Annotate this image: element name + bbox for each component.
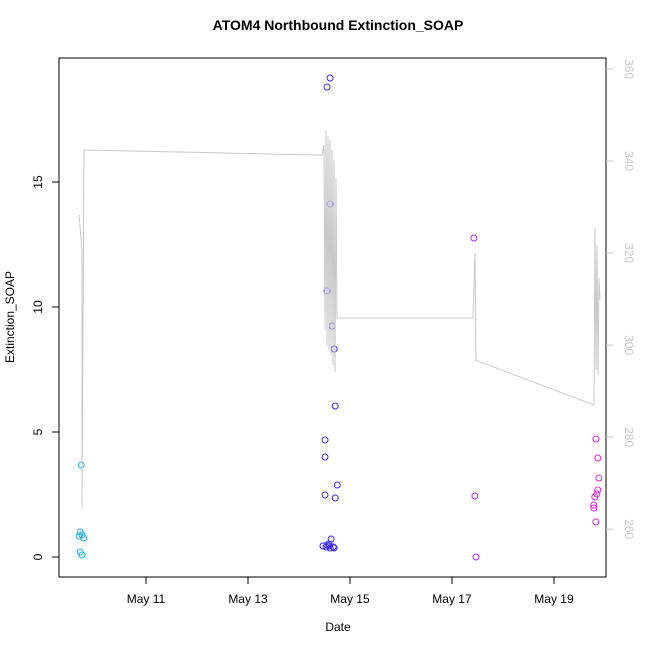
- point: [472, 553, 480, 561]
- point: [329, 543, 337, 551]
- point: [75, 532, 83, 540]
- point: [594, 486, 602, 494]
- point: [330, 544, 338, 552]
- point: [471, 492, 479, 500]
- point: [331, 494, 339, 502]
- x-tick-label: May 15: [330, 592, 370, 606]
- point: [590, 501, 598, 509]
- point: [592, 435, 600, 443]
- point: [322, 543, 330, 551]
- y2-tick-label: 260: [622, 519, 636, 539]
- y2-tick-label: 340: [622, 151, 636, 171]
- x-tick-label: May 17: [432, 592, 472, 606]
- point: [77, 461, 85, 469]
- y2-tick-label: 300: [622, 335, 636, 355]
- chart-title: ATOM4 Northbound Extinction_SOAP: [213, 17, 464, 33]
- point: [321, 436, 329, 444]
- y-tick-label: 5: [31, 428, 45, 435]
- point: [470, 234, 478, 242]
- point: [321, 453, 329, 461]
- y-tick-label: 15: [31, 175, 45, 189]
- x-tick-label: May 19: [534, 592, 574, 606]
- point: [323, 83, 331, 91]
- point: [80, 534, 88, 542]
- point: [590, 504, 598, 512]
- y-tick-label: 10: [31, 300, 45, 314]
- y2-tick-label: 360: [622, 59, 636, 79]
- line: [78, 130, 601, 508]
- y-axis-label: Extinction_SOAP: [3, 271, 17, 363]
- point: [321, 491, 329, 499]
- point: [326, 74, 334, 82]
- x-tick-label: May 11: [127, 592, 166, 606]
- x-tick-label: May 13: [228, 592, 268, 606]
- y2-tick-label: 320: [622, 243, 636, 263]
- point: [595, 474, 603, 482]
- point: [331, 402, 339, 410]
- x-axis-label: Date: [325, 620, 351, 634]
- point: [591, 493, 599, 501]
- point: [594, 454, 602, 462]
- point: [78, 551, 86, 559]
- point: [333, 481, 341, 489]
- y2-tick-label: 280: [622, 427, 636, 447]
- plot-frame: [58, 57, 607, 578]
- point: [592, 518, 600, 526]
- y-tick-label: 0: [31, 553, 45, 560]
